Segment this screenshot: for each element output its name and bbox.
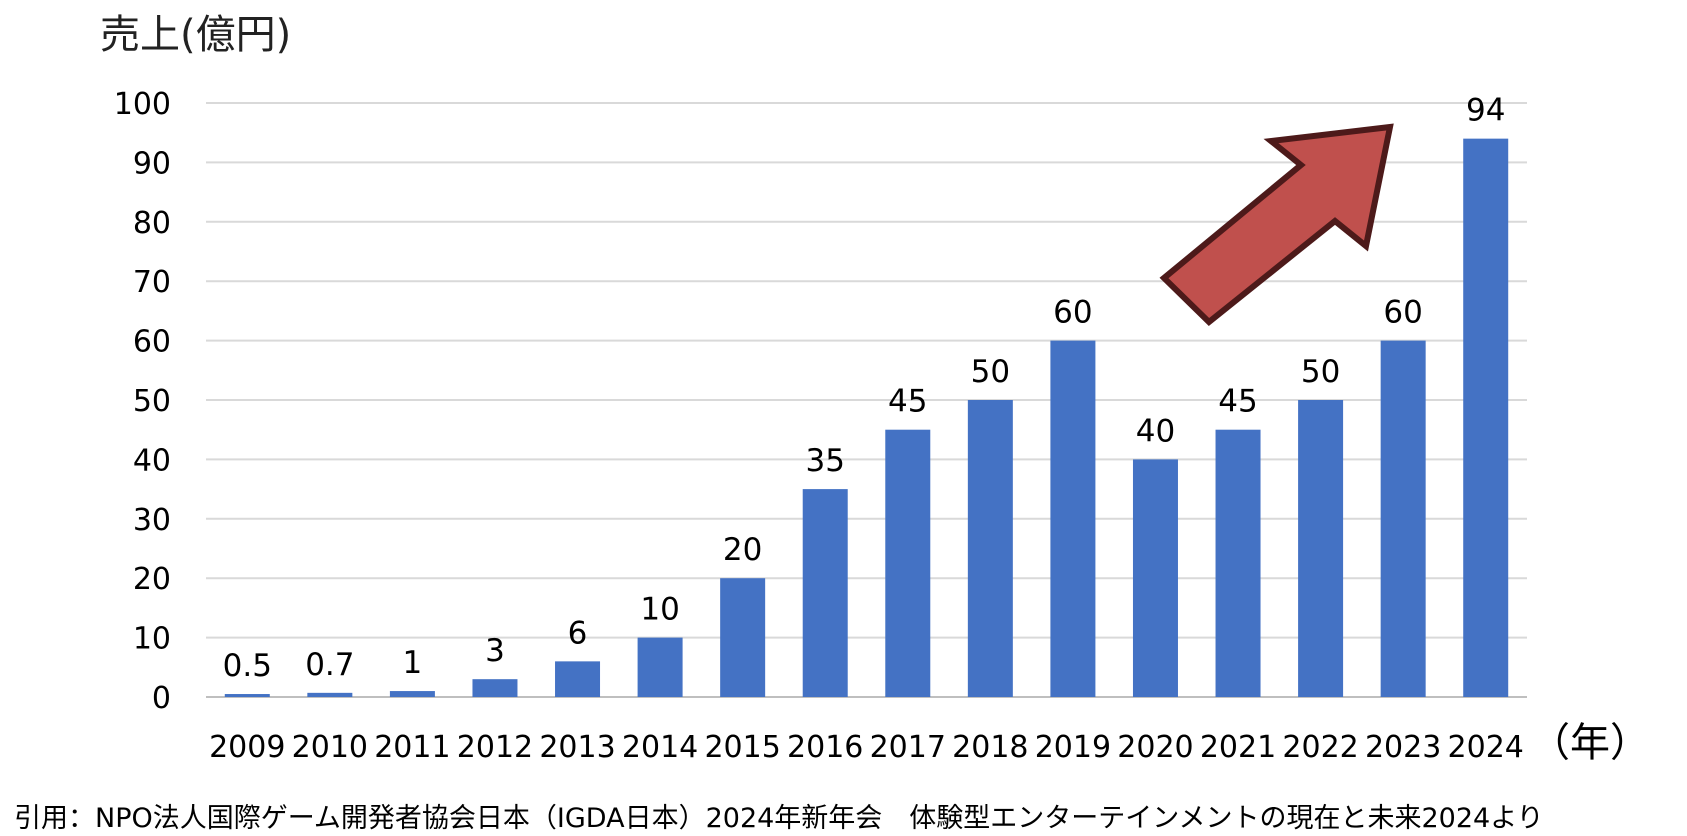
y-tick-label: 70 <box>133 265 171 300</box>
data-label-2017: 45 <box>888 384 927 420</box>
y-axis-label: 売上(億円) <box>100 12 291 58</box>
bar-2023 <box>1380 340 1426 697</box>
x-tick-label: 2013 <box>539 730 615 765</box>
x-tick-label: 2011 <box>374 730 450 765</box>
data-labels: 0.5 0.7 1 3 6 10 20 35 45 50 60 40 45 50 60 94 <box>223 93 1506 684</box>
data-label-2012: 3 <box>485 633 505 669</box>
bar-2019 <box>1050 340 1096 697</box>
x-tick-label: 2018 <box>952 730 1028 765</box>
y-tick-label: 80 <box>133 206 171 241</box>
x-tick-label: 2024 <box>1448 730 1524 765</box>
x-tick-label: 2017 <box>870 730 946 765</box>
data-label-2014: 10 <box>640 592 679 628</box>
x-ticks: 2009 2010 2011 2012 2013 2014 2015 2016 2017 2018… <box>209 730 1524 765</box>
x-tick-label: 2012 <box>457 730 533 765</box>
x-axis-unit: （年） <box>1530 720 1650 766</box>
bar-2020 <box>1132 459 1178 697</box>
data-label-2010: 0.7 <box>305 647 354 683</box>
bar-2018 <box>967 400 1013 697</box>
data-label-2022: 50 <box>1301 354 1340 390</box>
x-tick-label: 2009 <box>209 730 285 765</box>
bar-2021 <box>1215 429 1261 697</box>
data-label-2018: 50 <box>971 354 1010 390</box>
bar-2014 <box>637 637 683 697</box>
data-label-2021: 45 <box>1218 384 1257 420</box>
data-label-2024: 94 <box>1466 93 1505 129</box>
data-label-2019: 60 <box>1053 295 1092 331</box>
data-label-2013: 6 <box>568 615 588 651</box>
bar-2011 <box>389 691 435 697</box>
x-tick-label: 2016 <box>787 730 863 765</box>
y-tick-label: 100 <box>114 87 171 122</box>
y-tick-label: 0 <box>152 681 171 716</box>
y-tick-label: 30 <box>133 503 171 538</box>
y-tick-label: 20 <box>133 562 171 597</box>
x-tick-label: 2014 <box>622 730 698 765</box>
data-label-2009: 0.5 <box>223 648 272 684</box>
x-tick-label: 2022 <box>1282 730 1358 765</box>
data-label-2015: 20 <box>723 532 762 568</box>
x-tick-label: 2010 <box>292 730 368 765</box>
bar-2012 <box>472 679 518 697</box>
x-tick-label: 2020 <box>1117 730 1193 765</box>
bars <box>224 138 1509 697</box>
y-tick-label: 40 <box>133 443 171 478</box>
bar-2024 <box>1463 138 1509 697</box>
data-label-2016: 35 <box>805 443 844 479</box>
bar-2013 <box>555 661 601 697</box>
bar-2022 <box>1298 400 1344 697</box>
y-tick-label: 50 <box>133 384 171 419</box>
data-label-2020: 40 <box>1136 413 1175 449</box>
data-label-2011: 1 <box>403 645 423 681</box>
bar-2010 <box>307 692 353 697</box>
y-tick-label: 90 <box>133 146 171 181</box>
x-tick-label: 2023 <box>1365 730 1441 765</box>
y-ticks: 0 10 20 30 40 50 60 70 80 90 100 <box>114 87 171 716</box>
source-citation: 引用：NPO法人国際ゲーム開発者協会日本（IGDA日本）2024年新年会 体験型… <box>14 803 1544 834</box>
x-tick-label: 2021 <box>1200 730 1276 765</box>
bar-2016 <box>802 489 848 697</box>
y-tick-label: 10 <box>133 622 171 657</box>
trend-arrow <box>1159 123 1394 327</box>
x-tick-label: 2015 <box>704 730 780 765</box>
data-label-2023: 60 <box>1383 295 1422 331</box>
y-tick-label: 60 <box>133 325 171 360</box>
x-tick-label: 2019 <box>1035 730 1111 765</box>
bar-2009 <box>224 694 270 697</box>
bar-chart: 売上(億円) 0 10 20 30 40 50 60 70 80 90 100 0.5 0.7 1 3 6 1… <box>100 12 1650 766</box>
bar-2017 <box>885 429 931 697</box>
bar-2015 <box>720 578 766 697</box>
